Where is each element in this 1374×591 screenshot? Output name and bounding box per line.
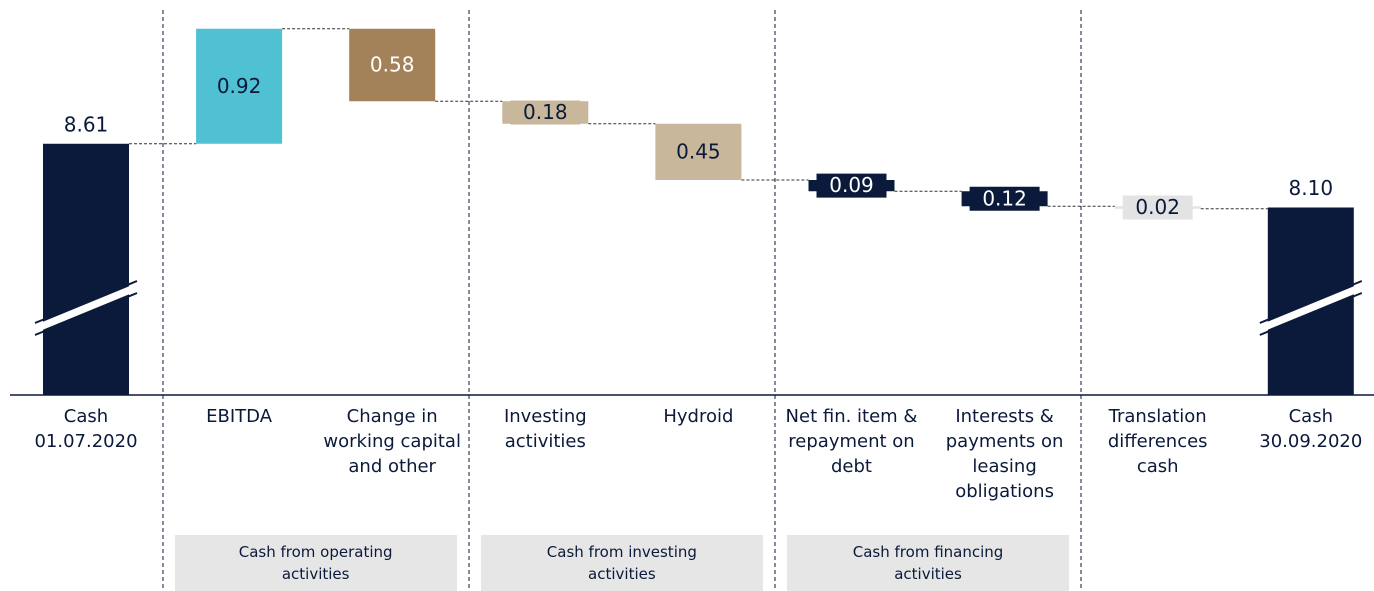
x-tick-label: Interests & payments on leasing obligati… <box>945 406 1064 502</box>
axis-break <box>35 283 137 333</box>
value-label: 8.61 <box>64 112 109 136</box>
value-label: 0.58 <box>370 53 415 77</box>
x-tick-label: Net fin. item & repayment on debt <box>785 406 918 477</box>
x-tick-label: Investing activities <box>503 406 587 452</box>
value-label: 0.92 <box>217 74 262 98</box>
x-tick-label: EBITDA <box>206 406 273 427</box>
x-tick-label: Hydroid <box>663 406 734 427</box>
axis-break-line <box>1259 280 1363 324</box>
value-label: 0.45 <box>676 139 721 163</box>
axis-break-line <box>34 292 138 336</box>
axis-break-line <box>34 280 138 324</box>
x-tick-label: Cash 30.09.2020 <box>1259 406 1363 452</box>
axis-break-line <box>1259 292 1363 336</box>
label-box <box>1122 195 1193 220</box>
value-label: 8.10 <box>1289 176 1334 200</box>
value-label: 0.12 <box>982 186 1027 210</box>
group-label: Cash from financing activities <box>786 535 1070 591</box>
bar <box>349 28 436 102</box>
value-label: 0.18 <box>523 100 568 124</box>
x-tick-label: Translation differences cash <box>1107 406 1208 477</box>
group-label: Cash from investing activities <box>480 535 763 591</box>
bar <box>196 28 283 144</box>
x-tick-label: Cash 01.07.2020 <box>34 406 138 452</box>
label-box <box>510 100 581 125</box>
label-box <box>816 173 887 198</box>
value-label: 0.09 <box>829 173 874 197</box>
group-label: Cash from operating activities <box>174 535 457 591</box>
bar <box>655 123 742 180</box>
bar <box>43 143 129 395</box>
x-tick-label: Change in working capital and other <box>323 406 461 477</box>
label-box <box>969 186 1040 211</box>
value-label: 0.02 <box>1135 195 1180 219</box>
axis-break <box>1259 283 1362 333</box>
